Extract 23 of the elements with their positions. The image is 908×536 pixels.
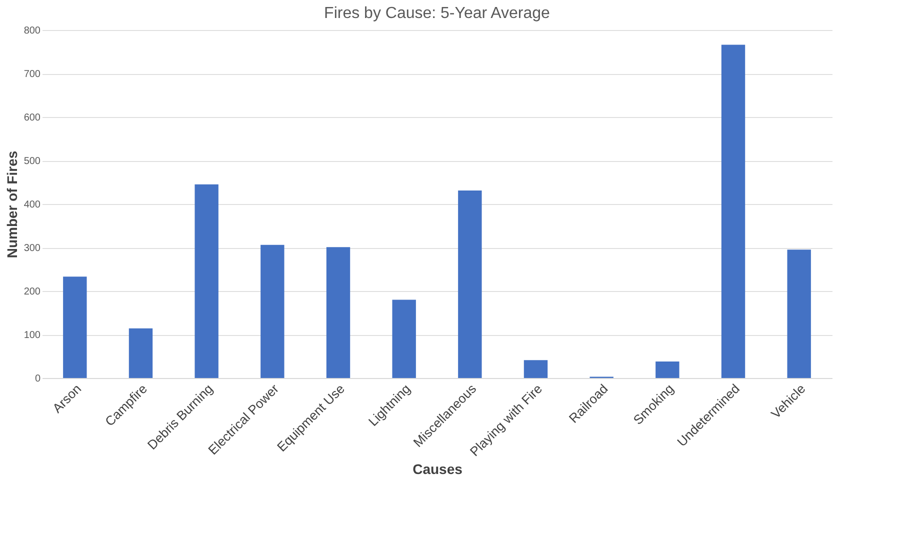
y-axis-title: Number of Fires [4,150,20,258]
bar [656,361,680,378]
bar [260,244,284,378]
bar [63,276,87,378]
bar [128,328,153,378]
bar [721,44,746,378]
y-tick-label: 400 [24,200,41,210]
chart-title: Fires by Cause: 5-Year Average [324,5,550,22]
y-tick-label: 600 [24,112,41,124]
y-tick-label: 500 [24,156,41,167]
bar [194,184,218,378]
y-tick-label: 700 [24,69,41,80]
bar [458,190,482,378]
y-tick-label: 300 [24,243,41,254]
bar [326,247,350,378]
y-tick-label: 0 [34,374,41,384]
y-tick-label: 200 [24,286,41,298]
y-tick-label: 100 [24,330,41,341]
x-axis-title: Causes [412,461,463,478]
bar [524,360,548,378]
bar [392,300,416,378]
y-tick-label: 800 [24,26,41,36]
bar [787,250,811,378]
